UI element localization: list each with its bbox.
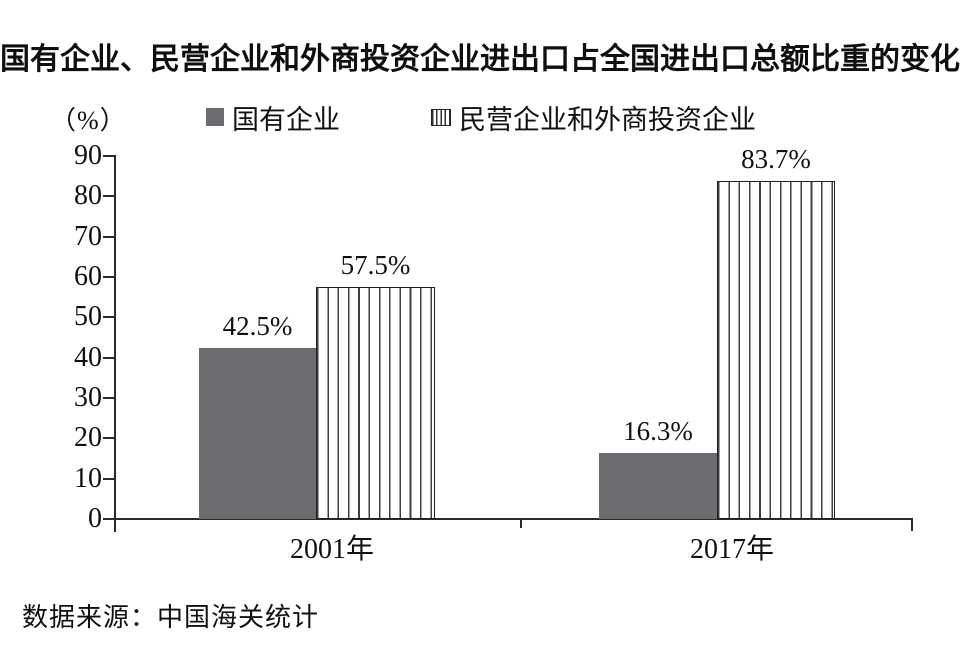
x-axis-category-2017: 2017年 — [689, 534, 774, 565]
data-source: 数据来源：中国海关统计 — [22, 603, 320, 632]
legend-item-private-foreign: 民营企业和外商投资企业 — [431, 100, 756, 135]
legend-label-private-foreign: 民营企业和外商投资企业 — [459, 104, 756, 135]
y-axis-tick-mark — [103, 356, 115, 359]
y-axis-tick-mark — [103, 195, 115, 198]
y-axis-unit-label: （%） — [50, 106, 127, 135]
y-axis-tick-mark — [103, 477, 115, 480]
y-axis-tick-label: 10 — [74, 462, 102, 494]
x-axis-line — [114, 518, 913, 520]
y-axis-tick-label: 90 — [74, 140, 102, 171]
y-axis-tick-label: 20 — [74, 422, 102, 454]
y-axis-tick-mark — [103, 316, 115, 319]
y-axis-line — [114, 155, 116, 532]
value-label-2001-soe: 42.5% — [222, 310, 293, 341]
bar-2017-soe — [599, 453, 717, 519]
y-axis-tick-label: 70 — [74, 220, 102, 252]
y-axis-tick-mark — [103, 235, 115, 238]
y-axis-tick-label: 60 — [74, 261, 102, 292]
value-label-2001-private-foreign: 57.5% — [340, 250, 411, 281]
y-axis-tick-label: 30 — [74, 382, 102, 413]
legend-label-soe: 国有企业 — [232, 104, 340, 135]
bar-2001-private-foreign — [316, 287, 435, 519]
y-axis-tick-mark — [103, 276, 115, 278]
value-label-2017-soe: 16.3% — [623, 416, 693, 447]
x-axis-tick-end — [911, 518, 913, 531]
legend-swatch-striped-icon — [431, 108, 451, 126]
bar-2017-private-foreign — [717, 181, 835, 519]
x-axis-category-2001: 2001年 — [289, 534, 374, 565]
legend-item-soe: 国有企业 — [206, 100, 340, 135]
y-axis-tick-mark — [103, 155, 115, 157]
y-axis-tick-label: 50 — [74, 301, 102, 333]
legend-swatch-solid-icon — [206, 108, 224, 126]
y-axis-tick-label: 40 — [74, 341, 102, 373]
y-axis-tick-mark — [103, 437, 115, 440]
y-axis-tick-label: 80 — [74, 180, 102, 212]
bar-2001-soe — [199, 347, 316, 519]
chart-title: 国有企业、民营企业和外商投资企业进出口占全国进出口总额比重的变化 — [0, 43, 960, 76]
y-axis-tick-mark — [103, 518, 115, 520]
y-axis-tick-mark — [103, 397, 115, 399]
y-axis-tick-label: 0 — [88, 503, 102, 534]
value-label-2017-private-foreign: 83.7% — [741, 144, 811, 175]
x-axis-tick-mid — [520, 518, 522, 528]
